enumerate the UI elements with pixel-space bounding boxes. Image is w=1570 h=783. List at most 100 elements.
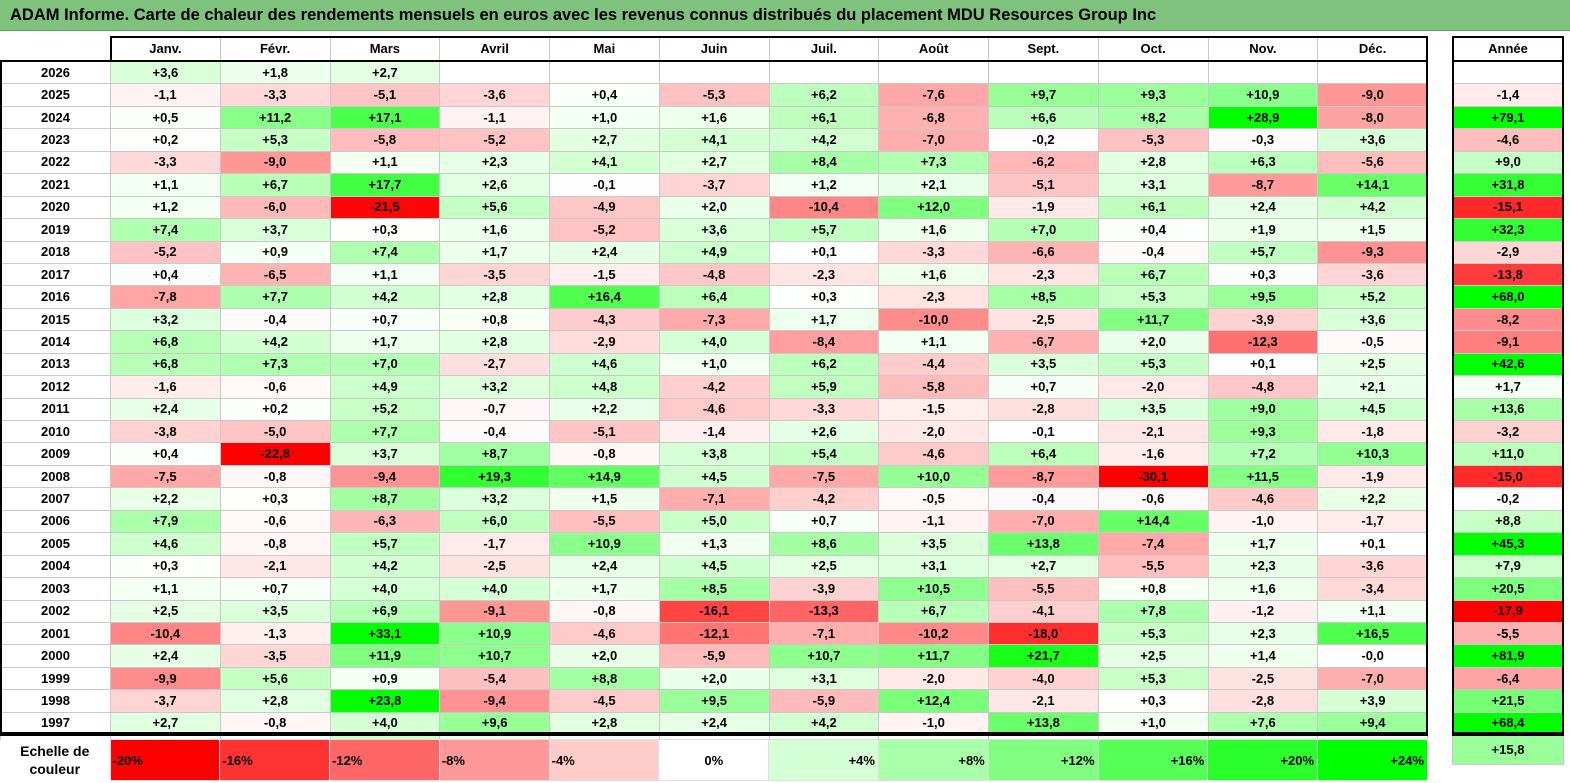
table-row: 2019 +7,4 +3,7 +0,3 +1,6 -5,2 +3,6 +5,7 +1,6 +7,0…	[0, 218, 1428, 242]
annual-cell: -6,4	[1452, 666, 1564, 691]
table-row: +31,8	[1452, 173, 1564, 197]
heatmap-cell: +1,0	[549, 105, 660, 130]
table-row: 2015 +3,2 -0,4 +0,7 +0,8 -4,3 -7,3 +1,7 -10,0 -2,…	[0, 307, 1428, 332]
heatmap-cell: -10,4	[110, 621, 221, 646]
table-row: -15,0	[1452, 464, 1564, 489]
heatmap-cell: -3,3	[219, 83, 331, 107]
heatmap-cell: -7,6	[878, 83, 989, 107]
heatmap-cell: +6,3	[1207, 150, 1319, 175]
heatmap-cell: +5,3	[1097, 352, 1209, 377]
column-header: Juin	[658, 36, 770, 62]
heatmap-cell: +1,6	[878, 218, 989, 242]
heatmap-cell: -1,0	[878, 711, 989, 736]
heatmap-cell: +1,5	[1317, 218, 1428, 242]
column-header: Oct.	[1097, 36, 1209, 62]
heatmap-cell: +2,2	[549, 397, 660, 422]
annual-cell: -15,0	[1452, 464, 1564, 489]
heatmap-cell: -2,8	[988, 397, 1099, 422]
heatmap-cell: +3,8	[658, 442, 770, 466]
heatmap-cell: +6,0	[439, 509, 550, 534]
heatmap-cell: +14,4	[1097, 509, 1209, 534]
annual-cell: +45,3	[1452, 532, 1564, 556]
heatmap-cell: -2,0	[878, 419, 989, 444]
table-row: +1,7	[1452, 375, 1564, 399]
table-row: 2017 +0,4 -6,5 +1,1 -3,5 -1,5 -4,8 -2,3 +1,6 -2,3…	[0, 262, 1428, 287]
heatmap-cell: +8,7	[439, 442, 550, 466]
color-scale-label: Echelle de couleur	[0, 739, 110, 781]
heatmap-cell: +2,1	[878, 173, 989, 197]
heatmap-cell: -0,0	[1317, 644, 1428, 668]
heatmap-cell: -9,0	[219, 150, 331, 175]
heatmap-cell: -5,6	[1317, 150, 1428, 175]
color-scale: Echelle de couleur -20% -16% -12% -8% -4% 0% +4…	[0, 739, 1428, 781]
heatmap-cell: +23,8	[329, 689, 441, 713]
table-row: 2014 +6,8 +4,2 +1,7 +2,8 -2,9 +4,0 -8,4 +1,1 -6,7…	[0, 330, 1428, 354]
heatmap-cell: +4,6	[549, 352, 660, 377]
table-row: +11,0	[1452, 442, 1564, 466]
row-year-label: 2024	[0, 105, 111, 130]
annual-cell: -3,2	[1452, 419, 1564, 444]
heatmap-cell: -30,1	[1097, 464, 1209, 489]
heatmap-cell: -4,0	[988, 666, 1099, 691]
heatmap-cell: +17,1	[329, 105, 441, 130]
heatmap-cell: -0,1	[549, 173, 660, 197]
table-row: -17,9	[1452, 599, 1564, 623]
heatmap-cell: -6,2	[988, 150, 1099, 175]
table-row: 1999 -9,9 +5,6 +0,9 -5,4 +8,8 +2,0 +3,1 -2,0 -4,0…	[0, 666, 1428, 691]
table-row: 1997 +2,7 -0,8 +4,0 +9,6 +2,8 +2,4 +4,2 -1,0 +13,…	[0, 711, 1428, 736]
heatmap-cell: +1,4	[1207, 644, 1319, 668]
table-row: 2002 +2,5 +3,5 +6,9 -9,1 -0,8 -16,1 -13,3 +6,7 -4…	[0, 599, 1428, 623]
table-row	[1452, 60, 1564, 85]
heatmap-cell: -2,0	[1097, 375, 1209, 399]
table-row: -4,6	[1452, 128, 1564, 152]
table-row: +20,5	[1452, 577, 1564, 601]
heatmap-cell: -2,3	[878, 285, 989, 309]
heatmap-cell: -0,6	[219, 509, 331, 534]
annual-cell: +32,3	[1452, 218, 1564, 242]
heatmap-cell	[878, 60, 989, 85]
row-year-label: 2008	[0, 464, 111, 489]
heatmap-cell: +1,2	[768, 173, 880, 197]
row-year-label: 2015	[0, 307, 111, 332]
row-year-label: 2009	[0, 442, 111, 466]
heatmap-cell: +0,3	[1207, 262, 1319, 287]
heatmap-cell: -4,8	[1207, 375, 1319, 399]
annual-header: Année	[1452, 36, 1564, 62]
heatmap-cell: -4,5	[549, 689, 660, 713]
heatmap-cell: +0,7	[329, 307, 441, 332]
annual-cell: +9,0	[1452, 150, 1564, 175]
heatmap-cell: +2,0	[1097, 330, 1209, 354]
column-header: Mars	[329, 36, 441, 62]
heatmap-cell: +1,1	[329, 150, 441, 175]
heatmap-cell: +0,7	[219, 577, 331, 601]
heatmap-cell: +8,7	[329, 487, 441, 511]
heatmap-cell: +7,9	[110, 509, 221, 534]
heatmap-cell: +4,5	[658, 554, 770, 579]
heatmap-cell: -4,6	[878, 442, 989, 466]
heatmap-cell: -2,7	[439, 352, 550, 377]
row-year-label: 2018	[0, 240, 111, 264]
heatmap-cell: -1,1	[439, 105, 550, 130]
heatmap-cell: +3,5	[988, 352, 1099, 377]
table-row: +81,9	[1452, 644, 1564, 668]
heatmap-cell: -6,3	[329, 509, 441, 534]
annual-cell: +8,8	[1452, 509, 1564, 534]
heatmap-cell: +1,7	[329, 330, 441, 354]
heatmap-cell: -10,4	[768, 195, 880, 220]
row-year-label: 2002	[0, 599, 111, 623]
row-year-label: 2007	[0, 487, 111, 511]
heatmap-cell: -2,0	[878, 666, 989, 691]
heatmap-cell: +1,5	[549, 487, 660, 511]
heatmap-cell: -9,4	[329, 464, 441, 489]
heatmap-cell: +7,6	[1207, 711, 1319, 736]
heatmap-cell: +3,2	[439, 487, 550, 511]
heatmap-cell: +0,3	[219, 487, 331, 511]
heatmap-cell: -8,4	[768, 330, 880, 354]
heatmap-cell: -2,3	[768, 262, 880, 287]
heatmap-cell: -3,3	[110, 150, 221, 175]
heatmap-cell: +1,6	[878, 262, 989, 287]
heatmap-cell: +7,3	[878, 150, 989, 175]
heatmap-cell: -9,9	[110, 666, 221, 691]
heatmap-cell: -9,0	[1317, 83, 1428, 107]
heatmap-cell: +2,7	[110, 711, 221, 736]
